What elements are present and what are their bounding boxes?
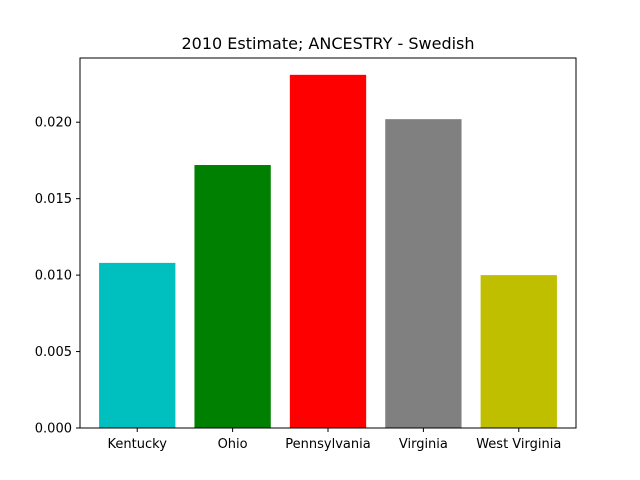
y-tick-label: 0.020: [35, 116, 72, 131]
x-tick-label: Kentucky: [108, 437, 168, 452]
plot-frame: [79, 57, 577, 429]
bar-ohio: [194, 165, 271, 428]
bars-group: [99, 74, 557, 428]
x-axis-ticks: Kentucky Ohio Pennsylvania Virginia West Vir…: [108, 428, 561, 452]
bar-pennsylvania: [289, 74, 367, 428]
y-tick-label: 0.010: [35, 269, 72, 284]
y-tick-label: 0.005: [35, 345, 72, 360]
chart-title: 2010 Estimate; ANCESTRY - Swedish: [181, 34, 474, 53]
x-tick-label: West Virginia: [476, 437, 561, 452]
y-axis-ticks: 0.000 0.005 0.010 0.015 0.020: [35, 116, 80, 437]
x-tick-label: Ohio: [218, 437, 248, 452]
y-tick-label: 0.000: [35, 422, 72, 437]
y-tick-label: 0.015: [35, 192, 72, 207]
bar-virginia: [385, 119, 462, 428]
bar-west-virginia: [480, 275, 557, 428]
bar-kentucky: [99, 262, 176, 428]
x-tick-label: Pennsylvania: [285, 437, 370, 452]
x-tick-label: Virginia: [399, 437, 448, 452]
